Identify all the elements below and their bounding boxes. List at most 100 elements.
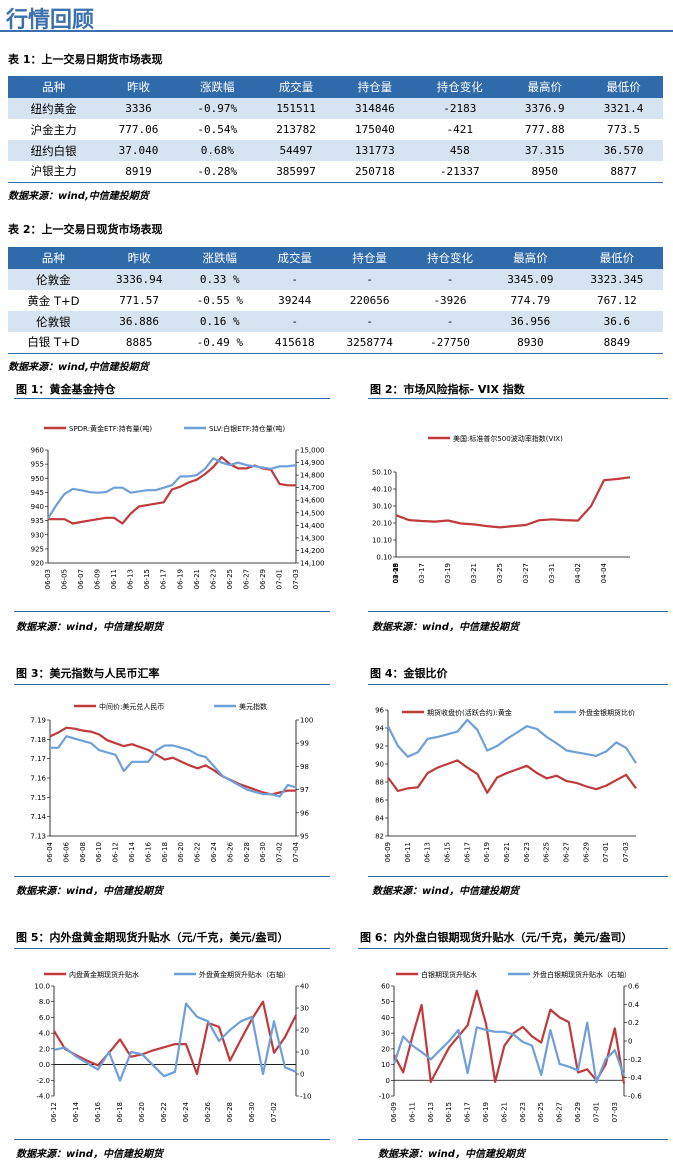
y-tick-label-left: 935 — [31, 517, 44, 525]
x-tick-label: 06-13 — [424, 842, 432, 862]
col-header: 成交量 — [256, 76, 336, 98]
y-tick-label-left: 7.13 — [30, 833, 46, 841]
col-header: 昨收 — [99, 76, 178, 98]
cell: 777.06 — [99, 119, 178, 140]
gold-etf-holdings-chart: 920 925 930 935 940 945 950 955 960 14,100 14,200 1… — [31, 424, 325, 589]
y-tick-label-right: 0 — [300, 1071, 304, 1079]
cell: 伦敦金 — [8, 269, 99, 290]
y-tick-label-left: 930 — [31, 531, 44, 539]
y-tick-label-left: 30 — [381, 1030, 390, 1038]
cell: 36.886 — [98, 311, 180, 332]
cell: - — [409, 311, 491, 332]
x-tick-label: 06-09 — [390, 1102, 398, 1122]
y-tick-label-left: 86 — [375, 797, 384, 805]
fig2-top-rule — [368, 398, 668, 399]
fig6-caption: 图 6：内外盘白银期现货升贴水（元/千克，美元/盎司） — [360, 931, 633, 944]
cell: 37.040 — [99, 140, 178, 161]
x-tick-label: 07-02 — [270, 1102, 278, 1122]
cell: -27750 — [409, 332, 491, 353]
y-tick-label-left: 82 — [375, 833, 384, 841]
cell: 250718 — [335, 161, 415, 182]
cell: 8930 — [490, 332, 571, 353]
table-row: 沪金主力 777.06 -0.54% 213782 175040 -421 777.88 77… — [8, 119, 663, 140]
y-tick-label-left: 0.10 — [376, 554, 392, 562]
x-tick-label: 06-17 — [464, 1102, 472, 1122]
cell: - — [329, 311, 410, 332]
fig3-top-rule — [14, 684, 330, 685]
cell: 3345.09 — [490, 269, 571, 290]
y-tick-label-right: 40 — [300, 983, 309, 991]
x-tick-label: 06-15 — [445, 1102, 453, 1122]
x-tick-label: 04-02 — [574, 563, 582, 583]
y-tick-label-left: 92 — [375, 743, 384, 751]
y-tick-label-left: 94 — [375, 725, 384, 733]
cell: 8919 — [99, 161, 178, 182]
cell: -21337 — [414, 161, 506, 182]
col-header: 持仓变化 — [409, 247, 491, 269]
x-tick-label: 06-18 — [161, 842, 169, 862]
table-row: 纽约白银 37.040 0.68% 54497 131773 458 37.315 36.57… — [8, 140, 663, 161]
legend-label: 外盘白银期现货升贴水（右轴） — [533, 970, 631, 979]
x-tick-label: 07-01 — [275, 569, 283, 589]
cell: - — [260, 311, 330, 332]
x-tick-label: 06-24 — [210, 841, 218, 862]
col-header: 品种 — [8, 76, 100, 98]
cell: 314846 — [335, 98, 415, 119]
y-tick-label-left: 7.16 — [30, 775, 46, 783]
gold-basis-chart: -4.0 -2.0 0.0 2.0 4.0 6.0 8.0 10.0 -10 0 10 20 30 40 0… — [34, 970, 311, 1122]
y-tick-label-right: 14,300 — [300, 534, 325, 542]
y-tick-label-left: 50.10 — [372, 469, 392, 477]
y-tick-label-left: 60 — [381, 983, 390, 991]
x-tick-label: 06-16 — [144, 841, 152, 862]
cell: 8849 — [570, 332, 663, 353]
table2-source: 数据来源：wind,中信建投期货 — [8, 362, 149, 373]
y-tick-label-left: 0 — [386, 1077, 390, 1085]
y-tick-label-right: 14,700 — [300, 484, 325, 492]
cell: 151511 — [256, 98, 336, 119]
x-tick-label: 06-25 — [543, 842, 551, 862]
cell: - — [409, 269, 491, 290]
x-tick-label: 06-21 — [503, 842, 511, 862]
x-tick-label: 06-11 — [408, 1102, 416, 1122]
y-tick-label-right: 99 — [300, 740, 309, 748]
x-tick-label: 07-02 — [276, 842, 284, 862]
x-tick-label: 06-19 — [482, 1102, 490, 1122]
x-tick-label: 06-19 — [483, 842, 491, 862]
y-tick-label-left: 40 — [381, 1014, 390, 1022]
x-tick-label: 07-03 — [622, 842, 630, 862]
table-row: 白银 T+D 8885 -0.49 % 415618 3258774 -27750 8930… — [8, 332, 663, 353]
y-tick-label-left: -2.0 — [36, 1077, 50, 1085]
x-tick-label: 06-14 — [72, 1101, 80, 1122]
spot-table-header: 品种 昨收 涨跌幅 成交量 持仓量 持仓变化 最高价 最低价 — [8, 247, 663, 269]
y-tick-label-left: 7.15 — [30, 794, 46, 802]
cell: 白银 T+D — [8, 332, 99, 353]
col-header: 品种 — [8, 247, 99, 269]
y-tick-label-right: 14,900 — [300, 459, 325, 467]
fig3-source: 数据来源：wind，中信建投期货 — [16, 886, 163, 897]
fig4-caption: 图 4：金银比价 — [370, 667, 448, 680]
fig2-bottom-rule — [368, 611, 668, 612]
col-header: 持仓量 — [335, 76, 415, 98]
y-tick-label-left: -10 — [379, 1093, 390, 1101]
cell: 385997 — [256, 161, 336, 182]
silver-basis-chart: -10 0 10 20 30 40 50 60 -0.6 -0.4 -0.2 0 0.2 0.4 0.6 06… — [379, 970, 643, 1122]
y-tick-label-right: 14,100 — [300, 560, 325, 568]
y-tick-label-left: 40.10 — [372, 486, 392, 494]
fig5-top-rule — [14, 948, 330, 949]
x-tick-label: 03-15 — [392, 563, 400, 583]
fig1-bottom-rule — [14, 611, 330, 612]
x-tick-label: 06-21 — [500, 1102, 508, 1122]
y-tick-label-right: -0.2 — [628, 1056, 642, 1064]
table2-caption: 表 2：上一交易日现货市场表现 — [8, 223, 163, 236]
legend-label: 外盘黄金期货升贴水（右轴） — [199, 970, 290, 979]
x-tick-label: 06-30 — [248, 1102, 256, 1122]
fig6-bottom-rule — [358, 1139, 668, 1140]
col-header: 最低价 — [584, 76, 663, 98]
cell: 0.16 % — [179, 311, 261, 332]
x-tick-label: 06-17 — [160, 569, 168, 589]
x-tick-label: 06-11 — [110, 569, 118, 589]
y-tick-label-right: 0.6 — [628, 983, 640, 991]
y-tick-label-left: 84 — [375, 815, 384, 823]
col-header: 昨收 — [98, 247, 180, 269]
y-tick-label-left: 945 — [31, 489, 44, 497]
